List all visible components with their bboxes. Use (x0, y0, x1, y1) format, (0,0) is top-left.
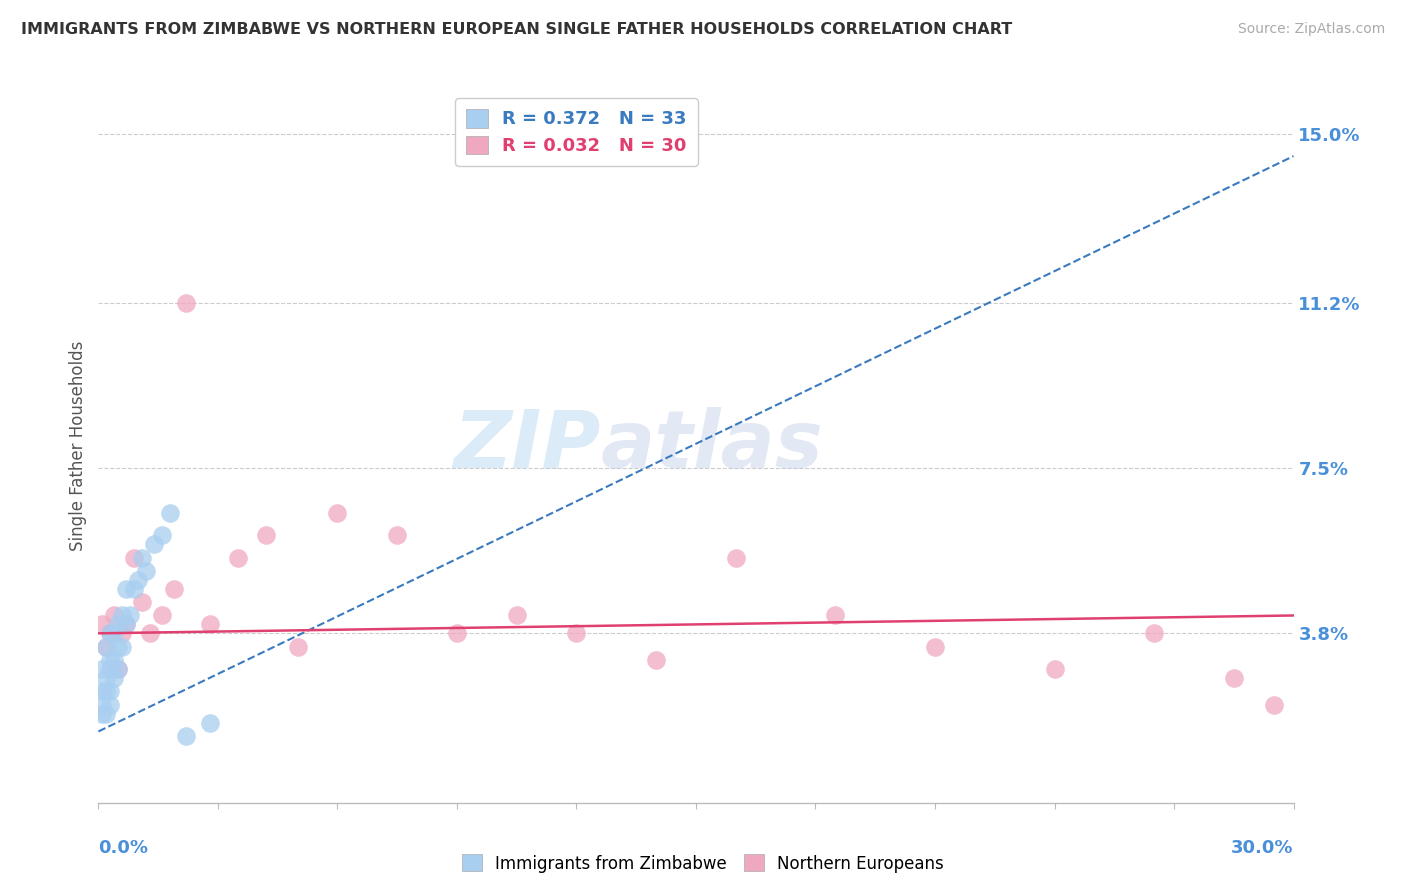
Point (254, 528, 277, 542)
Point (107, 662, 129, 676)
Point (198, 715, 221, 730)
Legend: R = 0.372   N = 33, R = 0.032   N = 30: R = 0.372 N = 33, R = 0.032 N = 30 (456, 98, 697, 166)
Point (103, 671, 125, 685)
Point (139, 626, 162, 640)
Point (96, 640, 118, 654)
Point (96, 684, 118, 698)
Point (385, 528, 409, 542)
Point (91, 662, 114, 676)
Text: atlas: atlas (600, 407, 823, 485)
Point (98, 662, 122, 676)
Point (115, 617, 138, 632)
Point (924, 640, 946, 654)
Point (124, 550, 146, 565)
Point (565, 626, 588, 640)
Point (103, 608, 125, 623)
Point (287, 640, 309, 654)
Point (159, 506, 181, 520)
Text: Source: ZipAtlas.com: Source: ZipAtlas.com (1237, 22, 1385, 37)
Point (326, 506, 349, 520)
Point (645, 653, 668, 667)
Point (163, 582, 186, 596)
Point (150, 528, 173, 542)
Point (131, 550, 153, 565)
Point (91, 706, 114, 721)
Point (91, 684, 114, 698)
Point (115, 617, 138, 632)
Point (120, 608, 142, 623)
Point (98, 626, 122, 640)
Point (115, 582, 138, 596)
Point (96, 706, 118, 721)
Point (135, 564, 157, 578)
Point (111, 608, 134, 623)
Point (98, 626, 122, 640)
Text: ZIP: ZIP (453, 407, 600, 485)
Legend: Immigrants from Zimbabwe, Northern Europeans: Immigrants from Zimbabwe, Northern Europ… (456, 847, 950, 880)
Point (98, 653, 122, 667)
Point (824, 608, 846, 623)
Point (96, 640, 118, 654)
Point (131, 595, 153, 609)
Point (91, 617, 114, 632)
Point (1043, 662, 1066, 676)
Text: 30.0%: 30.0% (1232, 838, 1294, 856)
Point (103, 653, 125, 667)
Point (150, 608, 173, 623)
Point (111, 640, 134, 654)
Point (107, 617, 129, 632)
Point (107, 640, 129, 654)
Point (1223, 671, 1246, 685)
Point (1263, 698, 1285, 712)
Point (506, 608, 529, 623)
Point (107, 662, 129, 676)
Point (98, 684, 122, 698)
Point (226, 550, 249, 565)
Point (111, 626, 134, 640)
Point (124, 582, 146, 596)
Point (96, 671, 118, 685)
Point (127, 573, 149, 587)
Text: 0.0%: 0.0% (98, 838, 149, 856)
Point (91, 698, 114, 712)
Point (174, 729, 197, 743)
Point (174, 296, 197, 310)
Point (1143, 626, 1166, 640)
Point (198, 617, 221, 632)
Point (143, 537, 166, 551)
Point (446, 626, 468, 640)
Point (98, 698, 122, 712)
Y-axis label: Single Father Households: Single Father Households (69, 341, 87, 551)
Point (724, 550, 747, 565)
Point (103, 626, 125, 640)
Text: IMMIGRANTS FROM ZIMBABWE VS NORTHERN EUROPEAN SINGLE FATHER HOUSEHOLDS CORRELATI: IMMIGRANTS FROM ZIMBABWE VS NORTHERN EUR… (21, 22, 1012, 37)
